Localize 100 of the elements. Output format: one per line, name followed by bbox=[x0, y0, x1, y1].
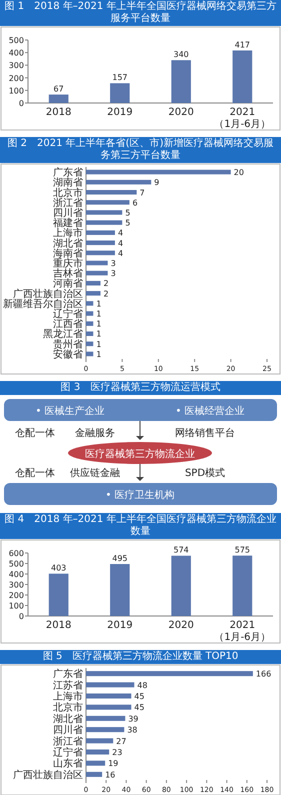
y-tick-label: 黑龙江省 bbox=[43, 328, 83, 340]
data-label: 403 bbox=[50, 564, 66, 573]
y-tick-label: 江苏省 bbox=[53, 679, 83, 692]
y-tick-label: 安徽省 bbox=[53, 348, 83, 360]
bar bbox=[86, 291, 100, 296]
bar bbox=[86, 682, 134, 688]
x-tick-label: 2021（1月-6月） bbox=[214, 620, 271, 643]
y-tick-label: 浙江省 bbox=[53, 196, 83, 209]
x-tick-label: 2020 bbox=[168, 620, 194, 631]
bar bbox=[86, 311, 94, 316]
data-label: 2 bbox=[103, 289, 109, 298]
data-label: 6 bbox=[132, 198, 138, 208]
data-label: 1 bbox=[96, 299, 102, 308]
data-label: 340 bbox=[173, 50, 189, 60]
bar bbox=[86, 250, 115, 256]
data-label: 27 bbox=[116, 736, 126, 746]
x-tick-label: 2019 bbox=[107, 107, 133, 118]
x-tick-label: 2020 bbox=[168, 107, 194, 118]
text: • 医疗卫生机构 bbox=[105, 489, 175, 501]
y-tick-label: 0 bbox=[18, 612, 24, 621]
data-label: 38 bbox=[127, 726, 138, 735]
bar bbox=[86, 749, 110, 755]
bar bbox=[86, 716, 126, 721]
y-tick-label: 100 bbox=[8, 602, 24, 610]
bar bbox=[86, 230, 115, 235]
bar bbox=[86, 220, 122, 225]
x-tick-label: 2018 bbox=[46, 620, 72, 631]
data-label: 39 bbox=[128, 714, 138, 724]
y-tick-label: 广西壮族自治区 bbox=[13, 288, 83, 300]
y-tick-label: 上海市 bbox=[53, 690, 83, 702]
data-label: 4 bbox=[118, 228, 124, 238]
chart-title: 图 4 2018 年–2021 年上半年全国医疗器械第三方物流企业数量 bbox=[0, 513, 281, 539]
bar bbox=[86, 671, 253, 676]
data-label: 1 bbox=[96, 320, 102, 329]
bar bbox=[86, 170, 231, 174]
y-tick-label: 贵州省 bbox=[53, 338, 83, 350]
data-label: 157 bbox=[112, 73, 128, 82]
text: SPD模式 bbox=[184, 467, 226, 479]
bar bbox=[86, 180, 152, 184]
bar bbox=[86, 352, 94, 356]
data-label: 1 bbox=[96, 340, 102, 349]
chart-title: 图 2 2021 年上半年各省(区、市)新增医疗器械网络交易服务第三方平台数量 bbox=[0, 137, 281, 163]
y-tick-label: 海南省 bbox=[53, 247, 83, 260]
data-label: 16 bbox=[105, 770, 116, 780]
data-label: 417 bbox=[234, 40, 250, 50]
x-tick-label: 2019 bbox=[107, 620, 133, 631]
data-label: 19 bbox=[108, 759, 118, 768]
data-label: 1 bbox=[96, 310, 102, 319]
data-label: 1 bbox=[96, 330, 102, 339]
y-tick-label: 300 bbox=[8, 580, 24, 590]
bar bbox=[86, 190, 137, 195]
bar bbox=[171, 60, 191, 103]
data-label: 4 bbox=[118, 238, 124, 248]
bar bbox=[86, 331, 94, 336]
data-label: 67 bbox=[54, 84, 64, 94]
y-tick-label: 0 bbox=[18, 99, 24, 108]
data-label: 2 bbox=[103, 279, 109, 288]
y-tick-label: 300 bbox=[8, 61, 24, 70]
text: 供应链金融 bbox=[70, 467, 120, 479]
data-label: 9 bbox=[154, 178, 160, 188]
y-tick-label: 浙江省 bbox=[53, 735, 83, 748]
y-tick-label: 山东省 bbox=[53, 758, 83, 770]
text: 仓配一体 bbox=[15, 467, 55, 479]
data-label: 7 bbox=[140, 188, 145, 198]
y-tick-label: 四川省 bbox=[53, 206, 83, 219]
y-tick-label: 辽宁省 bbox=[53, 746, 83, 758]
bar bbox=[171, 556, 191, 616]
data-label: 3 bbox=[110, 269, 116, 278]
data-label: 574 bbox=[173, 546, 189, 555]
y-tick-label: 湖南省 bbox=[53, 176, 83, 189]
bar bbox=[48, 574, 68, 616]
bar bbox=[86, 240, 115, 246]
bar bbox=[86, 704, 132, 710]
y-tick-label: 北京市 bbox=[53, 702, 83, 714]
text: 医疗器械第三方物流企业 bbox=[85, 448, 195, 460]
data-label: 3 bbox=[110, 259, 116, 268]
y-tick-label: 四川省 bbox=[53, 724, 83, 736]
y-tick-label: 河南省 bbox=[53, 278, 83, 290]
bar bbox=[86, 280, 100, 286]
data-label: 20 bbox=[234, 168, 244, 178]
bar bbox=[86, 301, 94, 306]
y-tick-label: 400 bbox=[8, 48, 24, 58]
y-tick-label: 北京市 bbox=[53, 186, 83, 199]
y-tick-label: 重庆市 bbox=[53, 258, 83, 270]
data-label: 575 bbox=[234, 546, 250, 555]
data-label: 48 bbox=[137, 680, 148, 690]
bar bbox=[86, 738, 114, 744]
y-tick-label: 湖北省 bbox=[53, 712, 83, 725]
bar bbox=[86, 270, 108, 276]
bar bbox=[86, 693, 132, 699]
data-label: 166 bbox=[256, 670, 272, 679]
y-tick-label: 600 bbox=[8, 549, 24, 558]
bar bbox=[86, 321, 94, 326]
bar bbox=[48, 94, 68, 103]
bar bbox=[232, 556, 252, 616]
y-tick-label: 200 bbox=[8, 74, 24, 83]
data-label: 45 bbox=[134, 692, 144, 701]
x-tick-label: 2018 bbox=[46, 107, 72, 118]
x-tick-label: 2021（1月-6月） bbox=[214, 107, 271, 130]
chart-title: 图 1 2018 年–2021 年上半年全国医疗器械网络交易第三方服务平台数量 bbox=[0, 0, 281, 26]
